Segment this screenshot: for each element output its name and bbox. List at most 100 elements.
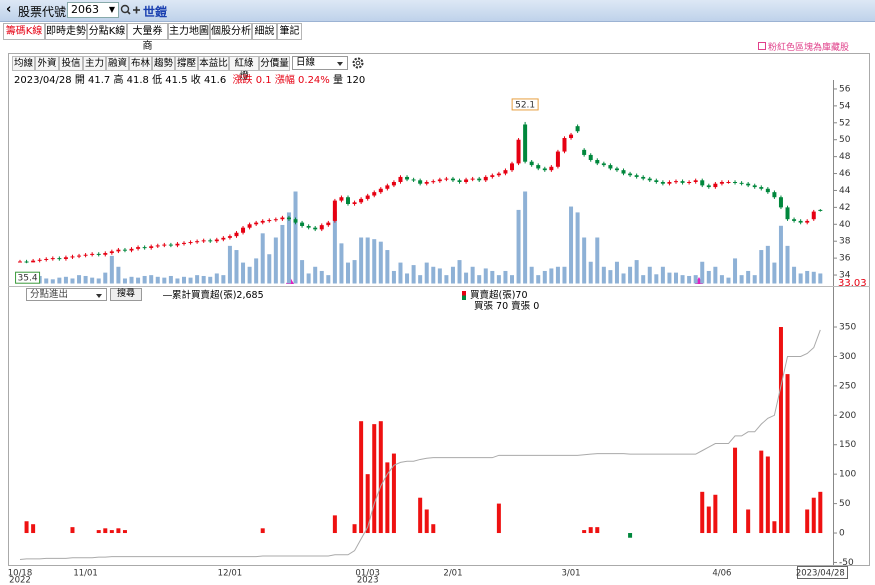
broker-select[interactable]: 分點進出 xyxy=(26,288,107,301)
dropdown-arrow: ▼ xyxy=(108,5,115,14)
volume-bar xyxy=(195,275,200,284)
volume-bar xyxy=(182,276,186,284)
volume-bar xyxy=(523,191,528,284)
candle-body xyxy=(674,181,678,183)
volume-bar xyxy=(352,260,357,284)
volume-bar xyxy=(444,275,449,284)
volume-bar xyxy=(654,274,659,284)
tool-button[interactable]: 投信 xyxy=(59,56,83,71)
volume-bar xyxy=(746,270,751,284)
chart-frame xyxy=(8,53,870,566)
tab[interactable]: 即時走勢 xyxy=(45,23,87,40)
candle-body xyxy=(634,175,639,177)
candle-body xyxy=(326,222,331,226)
candle-body xyxy=(188,242,193,244)
volume-bar xyxy=(693,275,698,284)
value: 0.24% xyxy=(298,75,330,86)
candle-body xyxy=(621,170,626,174)
candle-body xyxy=(149,246,154,248)
candle-body xyxy=(431,181,436,183)
tool-button[interactable]: 本益比 xyxy=(198,56,229,71)
net-bar xyxy=(260,528,265,534)
y-tick-label: 50 xyxy=(839,135,851,145)
tool-button[interactable]: 布林 xyxy=(129,56,152,71)
y-tick-label: 100 xyxy=(839,470,856,480)
volume-bar xyxy=(772,262,777,284)
candle-body xyxy=(44,258,49,260)
tool-button[interactable]: 融資 xyxy=(106,56,129,71)
volume-bar xyxy=(83,275,88,284)
y-tick-label: 38 xyxy=(839,237,851,247)
volume-bar xyxy=(136,277,141,284)
net-bar xyxy=(588,527,593,534)
candle-body xyxy=(582,149,587,155)
candle-body xyxy=(450,178,455,181)
volume-bar xyxy=(175,278,180,284)
value: 120 xyxy=(346,75,366,86)
y-tick-label: 50 xyxy=(839,499,851,509)
back-icon[interactable]: ‹ xyxy=(6,2,12,17)
candle-body xyxy=(122,249,127,251)
candle-body xyxy=(405,176,410,180)
tab[interactable]: 主力地圖 xyxy=(168,23,210,40)
candle-body xyxy=(818,209,823,211)
tool-button[interactable]: 主力 xyxy=(83,56,106,71)
y-tick-label: 54 xyxy=(839,101,851,111)
volume-bar xyxy=(752,275,757,284)
volume-bar xyxy=(201,275,206,284)
candle-body xyxy=(63,257,68,259)
tab[interactable]: 筆記 xyxy=(277,23,302,40)
tab[interactable]: 細說 xyxy=(252,23,277,40)
net-bar xyxy=(116,528,121,534)
volume-bar xyxy=(234,250,239,284)
period-select[interactable]: 日線 xyxy=(292,56,348,70)
tool-button[interactable]: 外資 xyxy=(35,56,59,71)
candle-body xyxy=(116,249,121,252)
settings-icon[interactable] xyxy=(351,56,365,70)
candle-body xyxy=(96,253,101,255)
candle-body xyxy=(254,222,259,225)
y-tick-label: 300 xyxy=(839,352,856,362)
candle-body xyxy=(667,182,672,184)
stock-code-input[interactable]: 2063 ▼ xyxy=(67,2,119,18)
x-tick-label: 01/03 xyxy=(355,569,380,579)
net-bar xyxy=(70,527,75,534)
x-tick-label: 12/01 xyxy=(218,569,243,579)
legend-line xyxy=(163,295,172,296)
volume-bar xyxy=(385,250,390,284)
search-button[interactable]: 搜尋 xyxy=(110,288,142,301)
tab[interactable]: 大量券商 xyxy=(127,23,168,52)
candle-body xyxy=(221,237,226,240)
candle-body xyxy=(772,192,777,198)
tool-button[interactable]: 分價量 xyxy=(259,56,290,71)
net-bar xyxy=(332,515,337,534)
tool-button[interactable]: 均線 xyxy=(12,56,35,71)
candle-body xyxy=(162,244,167,246)
tool-button[interactable]: 趨勢 xyxy=(152,56,175,71)
candle-body xyxy=(700,180,705,186)
net-bar xyxy=(595,527,600,534)
candle-body xyxy=(267,220,272,222)
checkbox[interactable] xyxy=(758,42,766,50)
search-icons[interactable] xyxy=(120,4,142,18)
annotation-box xyxy=(15,271,41,284)
tool-button[interactable]: 撐壓 xyxy=(175,56,198,71)
candle-body xyxy=(470,178,475,180)
candle-body xyxy=(175,243,180,246)
stock-name[interactable]: 世鎧 xyxy=(143,5,168,19)
tab[interactable]: 籌碼K線 xyxy=(3,23,45,40)
candle-body xyxy=(142,247,147,249)
tool-button[interactable]: 紅綠燈 xyxy=(229,56,259,82)
x-tick-label: 4/06 xyxy=(712,569,731,579)
volume-bar xyxy=(273,237,278,284)
candle-body xyxy=(83,254,88,256)
candle-body xyxy=(234,232,239,237)
low-annotation: 35.4 xyxy=(18,274,38,284)
treasury-note[interactable]: 粉紅色區塊為庫藏股 xyxy=(758,40,849,53)
tab[interactable]: 分點K線 xyxy=(87,23,127,40)
volume-bar xyxy=(726,277,731,284)
tab[interactable]: 個股分析 xyxy=(210,23,252,40)
volume-bar xyxy=(536,275,541,284)
